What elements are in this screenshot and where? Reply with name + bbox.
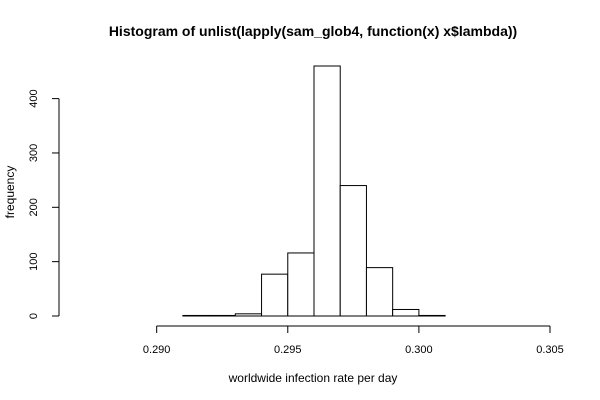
histogram-bar	[339, 185, 367, 317]
x-axis: 0.290 0.295 0.300 0.305	[143, 325, 564, 356]
histogram-bars	[182, 65, 446, 317]
histogram-bar	[287, 252, 315, 317]
y-tick-label: 400	[28, 89, 40, 107]
x-axis-label: worldwide infection rate per day	[228, 371, 398, 385]
x-tick-label: 0.295	[274, 344, 302, 356]
histogram-bar	[392, 308, 420, 317]
histogram-bar	[418, 314, 446, 317]
x-tick-label: 0.290	[143, 344, 171, 356]
y-tick-label: 200	[28, 198, 40, 216]
y-axis-label: frequency	[3, 166, 17, 219]
y-tick-label: 300	[28, 144, 40, 162]
y-tick-label: 0	[28, 313, 40, 319]
histogram-bar	[182, 314, 210, 317]
chart-title: Histogram of unlist(lapply(sam_glob4, fu…	[109, 23, 517, 39]
histogram-bar	[261, 273, 289, 317]
histogram-bar	[365, 267, 394, 317]
y-tick-label: 100	[28, 252, 40, 270]
histogram-bar	[208, 314, 236, 317]
x-tick-label: 0.300	[405, 344, 433, 356]
histogram-bar	[234, 313, 263, 317]
x-tick-label: 0.305	[536, 344, 564, 356]
y-axis: 0 100 200 300 400	[28, 89, 60, 319]
histogram-bar	[313, 65, 341, 317]
